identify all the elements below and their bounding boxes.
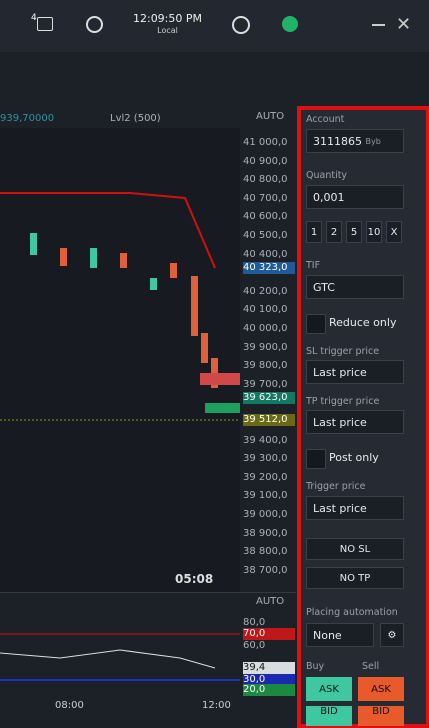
time-label: 08:00 — [55, 700, 84, 711]
price-label: 38 900,0 — [243, 527, 288, 539]
last-price: 40 323,0 — [243, 262, 295, 274]
qty-preset[interactable]: 2 — [326, 221, 342, 243]
indicator-sep — [0, 592, 296, 593]
tif[interactable]: GTC — [306, 275, 404, 299]
sl-label: SL trigger price — [306, 346, 380, 357]
price-label: 39 800,0 — [243, 360, 288, 372]
price-label: 40 400,0 — [243, 248, 288, 260]
price-label: 38 800,0 — [243, 546, 288, 558]
toolbar — [0, 78, 429, 102]
post-only-check[interactable] — [306, 449, 326, 469]
qty-preset[interactable]: X — [386, 221, 402, 243]
trigger[interactable]: Last price — [306, 496, 404, 520]
clock: 12:09:50 PM — [132, 12, 203, 25]
notif-badge: 4 — [31, 13, 37, 23]
notif-icon[interactable] — [37, 17, 53, 31]
bid-depth — [205, 403, 240, 413]
sell-label: Sell — [362, 661, 380, 672]
price-label: 39 200,0 — [243, 471, 288, 483]
minimize[interactable] — [372, 24, 385, 26]
post-only: Post only — [329, 451, 379, 464]
price-label: 40 500,0 — [243, 230, 288, 241]
account-label: Account — [306, 114, 345, 125]
price-label: 39 100,0 — [243, 490, 288, 502]
price-label: 39 000,0 — [243, 509, 288, 520]
timezone: Local — [157, 26, 178, 35]
buy-bid[interactable]: BID — [306, 706, 352, 726]
quantity[interactable]: 0,001 — [306, 185, 404, 209]
indicator-line — [0, 649, 216, 669]
account[interactable]: 3111865 Byb — [306, 129, 404, 153]
price-label: 40 700,0 — [243, 192, 288, 204]
buy-ask[interactable]: ASK — [306, 677, 352, 701]
tif-label: TIF — [306, 260, 321, 271]
exchange: Byb — [365, 136, 381, 146]
ind-label: 60,0 — [243, 640, 266, 651]
price-label: 41 000,0 — [243, 137, 288, 148]
chart-area — [0, 128, 240, 592]
sl[interactable]: Last price — [306, 360, 404, 384]
close[interactable]: ✕ — [396, 14, 412, 35]
price-label: 39 700,0 — [243, 378, 288, 390]
trigger-label: Trigger price — [306, 481, 366, 492]
ind-low2: 20,0 — [243, 684, 295, 696]
indicator-mode[interactable]: AUTO — [256, 596, 285, 607]
time-label: 12:00 — [202, 700, 231, 711]
qty-preset[interactable]: 10 — [366, 221, 382, 243]
automation-settings[interactable]: ⚙ — [380, 623, 404, 647]
ind-label: 80,0 — [243, 617, 266, 628]
automation[interactable]: None — [306, 623, 374, 647]
bid-price: 39 512,0 — [243, 414, 295, 426]
settings-icon[interactable] — [86, 16, 103, 33]
no-sl[interactable]: NO SL — [306, 538, 404, 560]
candles — [30, 233, 218, 388]
price-label: 39 400,0 — [243, 434, 288, 446]
price-label: 40 600,0 — [243, 211, 288, 223]
qty-preset[interactable]: 5 — [346, 221, 362, 243]
price-label: 40 000,0 — [243, 323, 288, 334]
price-label: 40 100,0 — [243, 304, 288, 316]
ask-price: 39 623,0 — [243, 392, 295, 404]
quantity-label: Quantity — [306, 170, 348, 181]
no-tp[interactable]: NO TP — [306, 567, 404, 589]
topbar — [0, 0, 429, 52]
price-label: 40 200,0 — [243, 285, 288, 297]
qty-preset[interactable]: 1 — [306, 221, 322, 243]
buy-label: Buy — [306, 661, 325, 672]
countdown: 05:08 — [175, 572, 214, 586]
reduce-only-check[interactable] — [306, 314, 326, 334]
tab-price[interactable]: 939,70000 — [0, 113, 55, 124]
price-label: 39 300,0 — [243, 453, 288, 465]
band-line — [0, 192, 216, 269]
price-label: 40 800,0 — [243, 174, 288, 186]
price-label: 38 700,0 — [243, 564, 288, 576]
axis-mode[interactable]: AUTO — [256, 111, 285, 122]
price-label: 40 900,0 — [243, 155, 288, 167]
ind-high: 70,0 — [243, 628, 295, 640]
user-icon[interactable] — [282, 16, 298, 32]
chart-drawing — [0, 192, 240, 681]
sell-ask[interactable]: ASK — [358, 677, 404, 701]
ask-depth — [200, 373, 240, 385]
account-id: 3111865 — [313, 134, 362, 148]
sell-bid[interactable]: BID — [358, 706, 404, 726]
ind-value: 39,4 — [243, 662, 295, 674]
tp[interactable]: Last price — [306, 410, 404, 434]
tp-label: TP trigger price — [306, 396, 380, 407]
tab-lvl2[interactable]: Lvl2 (500) — [110, 113, 161, 124]
reduce-only: Reduce only — [329, 316, 397, 329]
ind-low: 30,0 — [243, 674, 295, 686]
automation-label: Placing automation — [306, 607, 398, 618]
price-label: 39 900,0 — [243, 341, 288, 353]
help-icon[interactable] — [232, 16, 250, 34]
